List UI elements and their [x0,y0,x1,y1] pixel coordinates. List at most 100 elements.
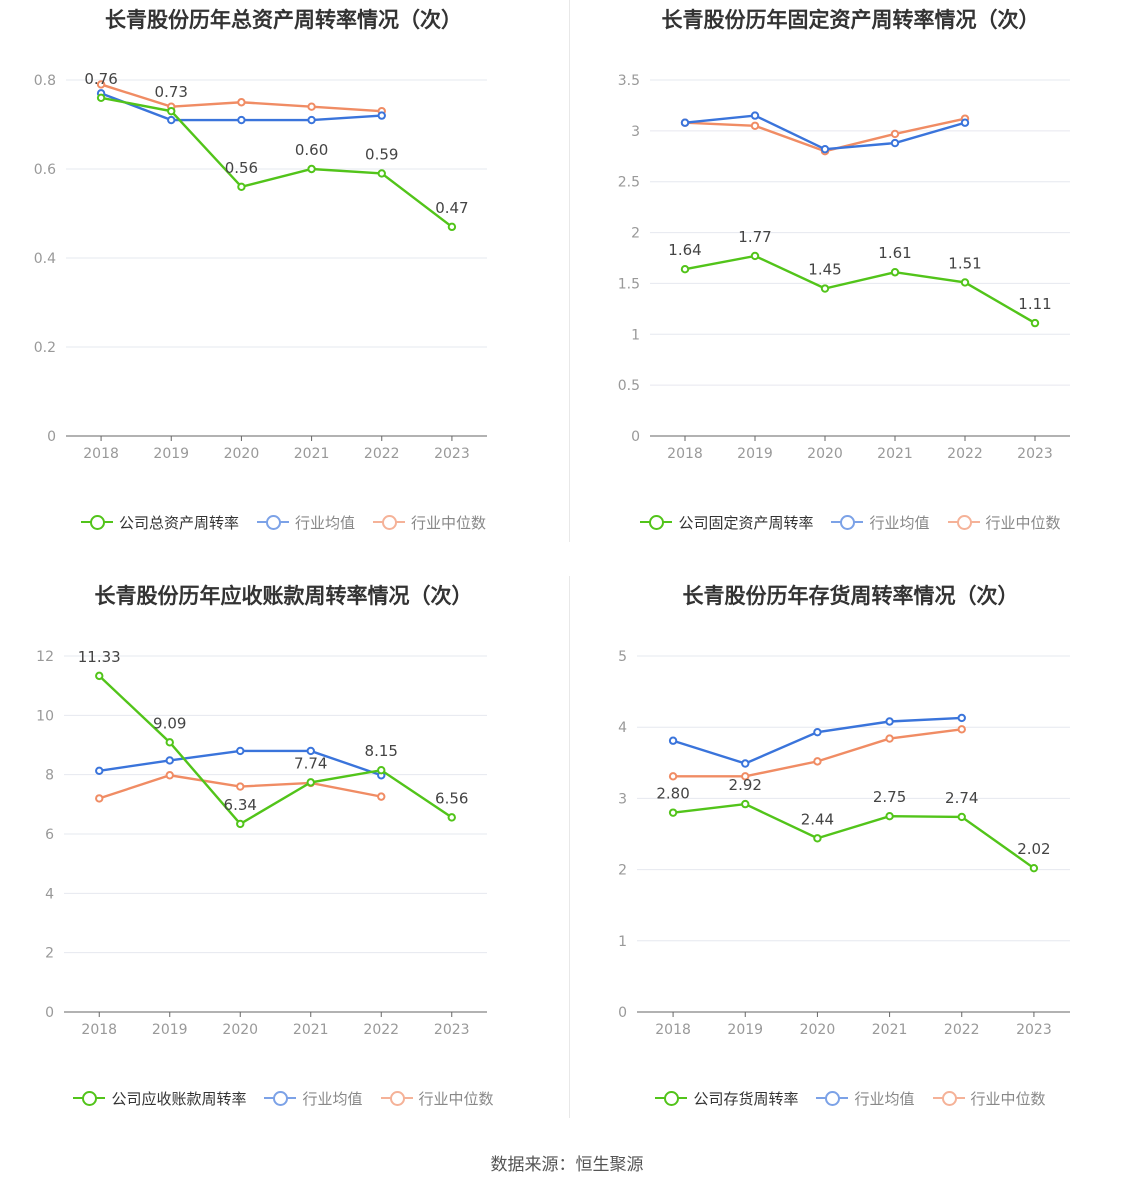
data-point-avg [165,756,174,765]
data-label: 0.59 [365,145,398,163]
data-point-company [167,106,176,116]
data-label: 1.11 [1018,295,1051,313]
x-tick-label: 2023 [434,446,470,462]
data-label: 6.34 [224,796,257,814]
data-point-company [890,268,900,277]
chart-legend[interactable]: 公司存货周转率 行业均值 行业中位数 [567,1086,1134,1110]
data-point-avg [668,736,678,745]
legend-item-avg[interactable]: 行业均值 [264,1088,363,1109]
data-point-company [1030,318,1040,328]
legend-swatch-icon [73,1091,106,1106]
data-label: 1.77 [738,228,771,246]
y-tick-label: 0.6 [34,162,56,178]
data-point-median [890,129,900,139]
data-point-avg [307,115,316,125]
panel-divider-bottom [569,576,570,1118]
chart-legend[interactable]: 公司固定资产周转率 行业均值 行业中位数 [567,510,1134,534]
data-point-median [750,121,760,130]
data-point-median [236,782,245,791]
x-tick-label: 2022 [364,446,400,462]
data-point-median [96,80,106,89]
legend-label: 公司存货周转率 [693,1089,799,1108]
y-tick-label: 8 [45,768,54,784]
y-tick-label: 3 [631,124,640,140]
data-label: 6.56 [435,789,468,807]
data-point-median [813,757,822,766]
x-tick-label: 2021 [872,1022,908,1038]
series-line-company [100,96,453,228]
data-point-median [237,98,246,107]
series-line-company [684,254,1036,325]
y-tick-label: 0.5 [618,378,640,394]
x-tick-label: 2019 [153,446,189,462]
legend-swatch-icon [640,515,673,530]
legend-label: 行业均值 [854,1089,915,1108]
data-point-company [820,284,830,293]
legend-item-company[interactable]: 公司存货周转率 [655,1088,798,1109]
data-point-median [885,734,894,743]
data-point-median [957,725,966,734]
y-tick-label: 6 [45,827,54,843]
data-label: 2.02 [1017,840,1050,858]
y-tick-label: 0 [618,1005,627,1021]
x-tick-label: 2021 [293,1022,329,1038]
chart-plot: 0 2 4 6 8 10 12 2018 2019 2020 2021 2022 2023 11.33 9.… [36,648,487,1038]
data-point-avg [95,766,104,776]
data-label: 1.61 [878,244,911,262]
data-point-company [377,766,386,775]
chart-legend[interactable]: 公司应收账款周转率 行业均值 行业中位数 [0,1086,567,1110]
data-point-median [95,794,104,803]
data-point-avg [820,144,830,154]
data-point-avg [885,717,894,726]
chart-legend[interactable]: 公司总资产周转率 行业均值 行业中位数 [0,510,567,534]
legend-item-company[interactable]: 公司总资产周转率 [80,512,239,533]
chart-fixed-asset-turnover: 长青股份历年固定资产周转率情况（次） 0 0.5 1 1.5 2 2.5 3 3.5 2018 2… [567,0,1134,576]
y-tick-label: 0 [47,429,56,445]
legend-item-avg[interactable]: 行业均值 [831,512,930,533]
data-label: 7.74 [294,754,327,772]
data-point-avg [306,746,315,756]
legend-item-median[interactable]: 行业中位数 [380,1088,494,1109]
data-point-median [741,772,750,781]
data-point-avg [236,746,245,756]
x-tick-label: 2020 [222,1022,258,1038]
legend-item-company[interactable]: 公司固定资产周转率 [640,512,813,533]
chart-plot: 0 0.5 1 1.5 2 2.5 3 3.5 2018 2019 2020 2021 2022 2023… [618,73,1070,462]
panel-divider-top [569,0,570,542]
legend-item-company[interactable]: 公司应收账款周转率 [73,1088,246,1109]
legend-label: 行业中位数 [411,513,487,532]
legend-item-median[interactable]: 行业中位数 [373,512,486,533]
data-label: 1.45 [808,261,841,279]
y-tick-label: 2 [618,863,627,879]
data-label: 2.44 [801,810,834,828]
data-source-note: 数据来源：恒生聚源 [490,1155,644,1175]
legend-item-median[interactable]: 行业中位数 [947,512,1061,533]
legend-label: 行业均值 [869,513,930,532]
data-point-avg [237,115,246,125]
x-tick-label: 2020 [807,446,843,462]
data-point-avg [960,118,970,127]
x-tick-label: 2019 [152,1022,188,1038]
legend-item-avg[interactable]: 行业均值 [256,512,355,533]
series-line-company [98,675,453,826]
y-tick-label: 0 [631,429,640,445]
legend-item-median[interactable]: 行业中位数 [932,1088,1046,1109]
x-tick-label: 2018 [655,1022,691,1038]
data-point-company [750,251,760,261]
data-point-avg [377,111,386,120]
series-line-median [673,728,962,778]
data-point-company [377,169,386,178]
chart-receivable-turnover: 长青股份历年应收账款周转率情况（次） 0 2 4 6 8 10 12 2018 2019 2020… [0,576,567,1152]
legend-item-avg[interactable]: 行业均值 [816,1088,915,1109]
chart-plot: 0 0.2 0.4 0.6 0.8 2018 2019 2020 2021 2022 2023 0.7… [34,70,487,462]
data-point-company [306,778,315,787]
x-tick-label: 2023 [1016,1022,1052,1038]
y-tick-label: 2 [45,946,54,962]
data-point-company [165,738,174,747]
x-tick-label: 2020 [800,1022,836,1038]
chart-plot: 0 1 2 3 4 5 2018 2019 2020 2021 2022 2023 2.80 2.92 2.… [618,649,1070,1038]
y-tick-label: 5 [618,649,627,665]
y-tick-label: 2.5 [618,175,640,191]
legend-swatch-icon [264,1091,297,1106]
y-tick-label: 1.5 [618,276,640,292]
